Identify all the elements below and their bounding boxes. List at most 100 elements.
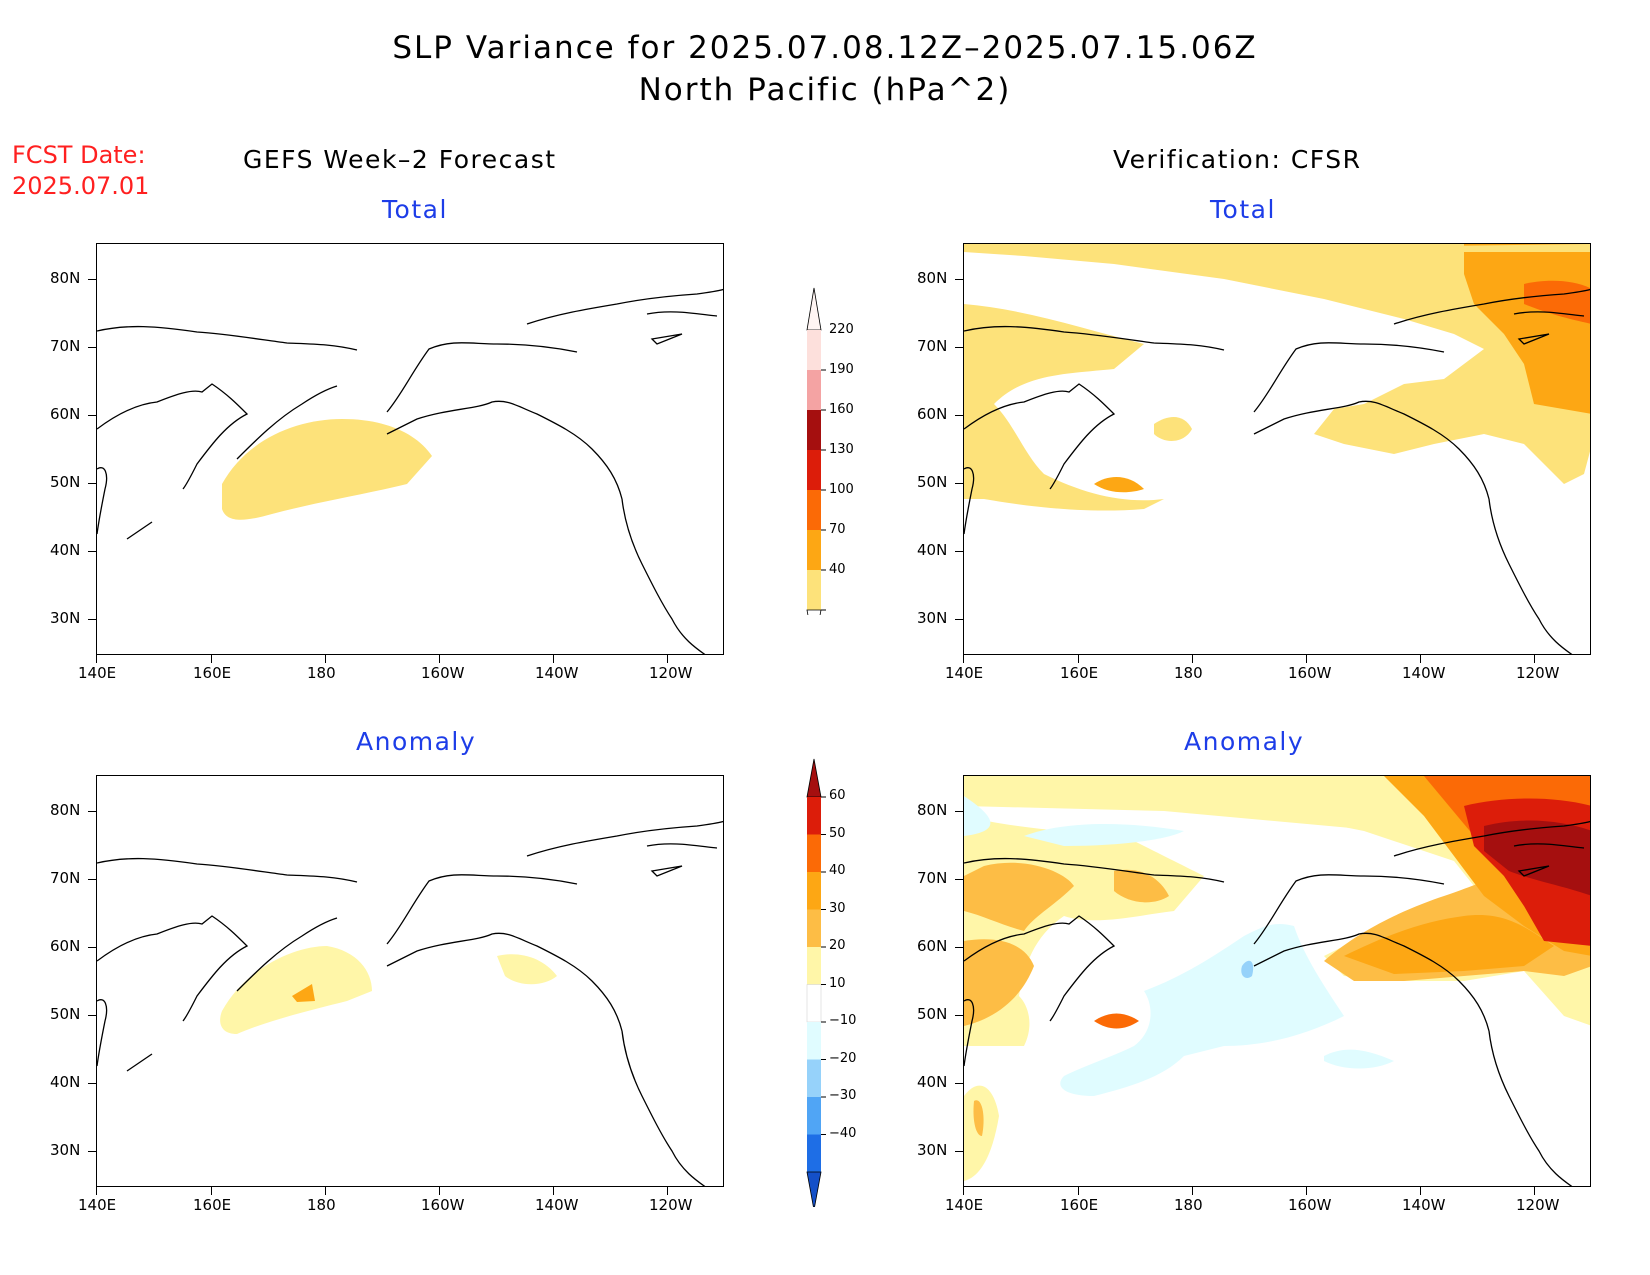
cbar-total-label: 40 [829, 562, 846, 577]
map-forecast-total [97, 288, 723, 654]
cbar-total-box [807, 330, 821, 370]
lon-tick [667, 655, 668, 663]
lat-tick [955, 415, 963, 416]
cbar-total-label: 70 [829, 522, 846, 537]
lat-label: 40N [50, 541, 81, 559]
lat-label: 50N [917, 1005, 948, 1023]
lat-tick [88, 483, 96, 484]
colorbar-anomaly: 60 50 40 30 20 10 −10 −20 −30 −40 [805, 757, 865, 1207]
cbar-anom-box [807, 872, 821, 910]
tr-subtitle: Total [1210, 195, 1276, 224]
lat-tick [88, 1083, 96, 1084]
lat-label: 30N [50, 1141, 81, 1159]
lat-tick [88, 1151, 96, 1152]
lon-tick [1306, 655, 1307, 663]
lon-tick [439, 1187, 440, 1195]
lon-label: 140W [1402, 664, 1446, 682]
lon-label: 160W [1288, 664, 1332, 682]
cbar-anom-label: 20 [829, 938, 846, 953]
lat-label: 70N [917, 869, 948, 887]
lat-tick [955, 1083, 963, 1084]
lat-label: 80N [917, 269, 948, 287]
lon-label: 140E [78, 1196, 117, 1214]
lon-label: 120W [649, 1196, 693, 1214]
cbar-anom-label: 10 [829, 975, 846, 991]
lon-tick [439, 655, 440, 663]
lat-tick [88, 415, 96, 416]
panel-forecast-total [96, 243, 724, 655]
cbar-anom-box [807, 1059, 821, 1097]
lon-label: 120W [649, 664, 693, 682]
lat-label: 70N [50, 337, 81, 355]
lon-label: 140E [945, 1196, 984, 1214]
cbar-total-label: 130 [829, 442, 854, 457]
lat-label: 60N [917, 937, 948, 955]
lon-tick [1534, 1187, 1535, 1195]
lat-tick [88, 879, 96, 880]
lat-label: 50N [50, 1005, 81, 1023]
lon-tick [325, 1187, 326, 1195]
lon-tick [1420, 655, 1421, 663]
lon-label: 140W [535, 664, 579, 682]
cbar-anom-box [807, 797, 821, 835]
cbar-anom-label: 60 [829, 788, 846, 803]
lon-tick [96, 655, 97, 663]
coastlines [97, 820, 723, 1186]
lon-label: 140W [1402, 1196, 1446, 1214]
cbar-anom-label: 30 [829, 900, 846, 916]
coastlines [964, 288, 1590, 654]
lat-label: 30N [917, 1141, 948, 1159]
fcst-date-value: 2025.07.01 [12, 172, 150, 200]
lon-label: 160W [421, 1196, 465, 1214]
map-forecast-anomaly [97, 820, 723, 1186]
lat-tick [955, 619, 963, 620]
lat-tick [88, 347, 96, 348]
cbar-anom-label: −10 [829, 1013, 857, 1028]
lon-tick [1306, 1187, 1307, 1195]
cbar-total-box [807, 370, 821, 410]
lat-label: 60N [917, 405, 948, 423]
cbar-anom-top-arrow [806, 758, 822, 798]
cbar-total-box [807, 450, 821, 490]
lat-label: 50N [917, 473, 948, 491]
cbar-anom-box [807, 1097, 821, 1135]
lon-tick [1192, 655, 1193, 663]
lon-label: 160W [1288, 1196, 1332, 1214]
lat-tick [88, 619, 96, 620]
lon-tick [553, 1187, 554, 1195]
lon-label: 180 [1174, 664, 1203, 682]
lat-tick [955, 1015, 963, 1016]
lon-tick [1534, 655, 1535, 663]
lat-label: 70N [50, 869, 81, 887]
coastlines [97, 288, 723, 654]
cbar-anom-label: −40 [829, 1125, 857, 1141]
lat-label: 30N [917, 609, 948, 627]
cbar-anom-label: −20 [829, 1050, 857, 1066]
lat-tick [955, 483, 963, 484]
lon-tick [96, 1187, 97, 1195]
cbar-total-label: 160 [829, 402, 854, 417]
cbar-total-box [807, 530, 821, 570]
coastlines [964, 820, 1590, 1186]
lon-tick [1078, 1187, 1079, 1195]
cbar-anom-label: −30 [829, 1088, 857, 1103]
lon-label: 160E [193, 1196, 232, 1214]
lon-label: 160E [1060, 1196, 1099, 1214]
cbar-anom-bottom-arrow [806, 1171, 822, 1207]
lat-label: 80N [917, 801, 948, 819]
lon-label: 140E [945, 664, 984, 682]
lat-label: 60N [50, 937, 81, 955]
cbar-total-box [807, 490, 821, 530]
lon-label: 180 [307, 664, 336, 682]
lat-tick [955, 279, 963, 280]
lon-label: 180 [307, 1196, 336, 1214]
lon-label: 160E [1060, 664, 1099, 682]
lat-tick [88, 811, 96, 812]
fcst-date-label: FCST Date: [12, 141, 146, 169]
panel-forecast-anomaly [96, 775, 724, 1187]
lat-tick [955, 811, 963, 812]
cbar-anom-box [807, 1134, 821, 1172]
cbar-anom-label: 50 [829, 825, 846, 841]
lon-label: 120W [1516, 1196, 1560, 1214]
lat-tick [88, 1015, 96, 1016]
